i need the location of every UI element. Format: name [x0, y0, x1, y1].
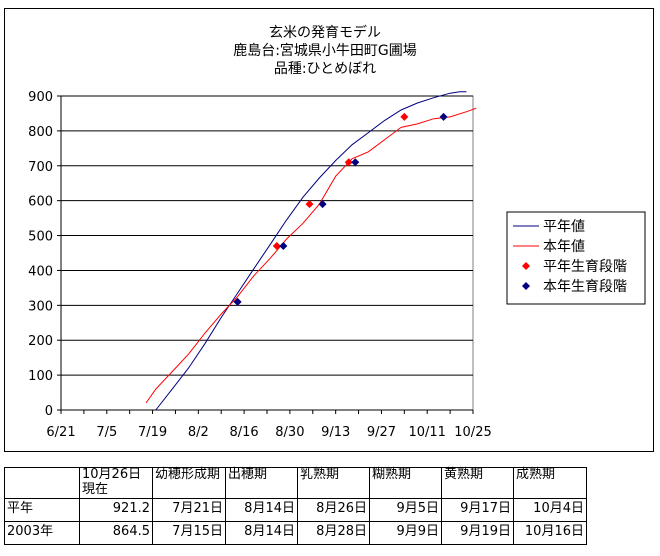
- stage-marker-3: [439, 112, 448, 121]
- stage-marker-3: [351, 158, 360, 167]
- stage-marker-2: [305, 200, 314, 209]
- chart-title-line-3: 品種:ひとめぼれ: [274, 61, 376, 77]
- table-row: 平年 921.2 7月21日 8月14日 8月26日 9月5日 9月17日 10…: [4, 497, 587, 522]
- y-tick-labels: 0 100 200 300 400 500 600 700 800 900: [28, 90, 53, 419]
- table-header-cell: 幼穂形成期: [152, 467, 226, 499]
- table-cell: 10月4日: [513, 497, 587, 522]
- axes: [57, 95, 474, 414]
- chart-title-line-1: 玄米の発育モデル: [269, 24, 381, 41]
- stage-marker-3: [318, 200, 327, 209]
- x-tick-label: 9/13: [321, 425, 350, 440]
- table-header-cell: 出穂期: [225, 467, 298, 499]
- y-tick-label: 100: [28, 369, 53, 384]
- stage-marker-2: [400, 112, 409, 121]
- series-line-0: [155, 91, 467, 411]
- legend-label: 平年値: [543, 219, 585, 235]
- grid-lines: [61, 95, 473, 376]
- stage-marker-3: [233, 297, 242, 306]
- y-tick-label: 500: [28, 230, 53, 245]
- table-cell: 平年: [4, 497, 80, 522]
- x-tick-label: 10/11: [408, 425, 445, 440]
- table-cell: 8月14日: [225, 520, 298, 545]
- table-cell: 8月26日: [297, 497, 370, 522]
- x-tick-label: 7/19: [138, 425, 167, 440]
- legend-label: 本年値: [543, 239, 585, 255]
- plot-area: [60, 95, 474, 411]
- table-cell: 10月16日: [513, 520, 587, 545]
- legend-label: 平年生育段階: [543, 259, 627, 275]
- legend-marker-swatch: [522, 262, 530, 270]
- x-tick-label: 8/2: [188, 425, 209, 440]
- table-cell: 7月21日: [152, 497, 226, 522]
- table-cell: 9月5日: [369, 497, 442, 522]
- x-tick-label: 8/30: [275, 425, 304, 440]
- legend-label: 本年生育段階: [543, 279, 627, 295]
- stage-markers: [233, 112, 448, 306]
- table-cell: 7月15日: [152, 520, 226, 545]
- legend-box: [506, 211, 646, 305]
- y-tick-label: 800: [28, 125, 53, 140]
- y-tick-label: 700: [28, 160, 53, 175]
- table-cell: 8月28日: [297, 520, 370, 545]
- table-cell: 921.2: [79, 497, 153, 522]
- table-header-cell: 成熟期: [513, 467, 587, 499]
- table-row: 2003年 864.5 7月15日 8月14日 8月28日 9月9日 9月19日…: [4, 520, 587, 545]
- table-header-cell: [4, 467, 80, 499]
- stage-marker-2: [272, 242, 281, 251]
- chart-title-line-2: 鹿島台:宮城県小牛田町G圃場: [233, 42, 417, 59]
- x-tick-labels: 6/21 7/5 7/19 8/2 8/16 8/30 9/13 9/27 10/11 10/25: [46, 425, 491, 440]
- growth-stage-table: 10月26日現在 幼穂形成期 出穂期 乳熟期 糊熟期 黄熟期 成熟期 平年 92…: [4, 467, 587, 545]
- chart-frame: 玄米の発育モデル 鹿島台:宮城県小牛田町G圃場 品種:ひとめぼれ 0 100 200…: [4, 8, 654, 452]
- table-cell: 9月19日: [441, 520, 514, 545]
- series-lines: [145, 91, 477, 411]
- table-header-cell: 10月26日現在: [79, 467, 153, 499]
- y-tick-label: 400: [28, 264, 53, 279]
- y-tick-label: 300: [28, 299, 53, 314]
- y-tick-label: 200: [28, 334, 53, 349]
- table-header-cell: 黄熟期: [441, 467, 514, 499]
- table-header-cell: 乳熟期: [297, 467, 370, 499]
- table-cell: 8月14日: [225, 497, 298, 522]
- y-tick-label: 0: [45, 404, 53, 419]
- table-cell: 9月17日: [441, 497, 514, 522]
- growth-chart: 玄米の発育モデル 鹿島台:宮城県小牛田町G圃場 品種:ひとめぼれ 0 100 200…: [28, 24, 646, 440]
- x-tick-label: 10/25: [454, 425, 491, 440]
- series-line-1: [145, 107, 477, 404]
- y-tick-label: 900: [28, 90, 53, 105]
- table-cell: 864.5: [79, 520, 153, 545]
- stage-marker-3: [279, 242, 288, 251]
- legend-marker-swatch: [522, 282, 530, 290]
- x-tick-label: 7/5: [96, 425, 117, 440]
- chart-title: 玄米の発育モデル 鹿島台:宮城県小牛田町G圃場 品種:ひとめぼれ: [233, 24, 417, 77]
- x-tick-label: 8/16: [230, 425, 259, 440]
- table-cell: 2003年: [4, 520, 80, 545]
- x-tick-label: 6/21: [46, 425, 75, 440]
- x-tick-label: 9/27: [367, 425, 396, 440]
- stage-marker-2: [344, 158, 353, 167]
- y-tick-label: 600: [28, 195, 53, 210]
- table-header-cell: 糊熟期: [369, 467, 442, 499]
- table-cell: 9月9日: [369, 520, 442, 545]
- table-header-row: 10月26日現在 幼穂形成期 出穂期 乳熟期 糊熟期 黄熟期 成熟期: [4, 467, 587, 499]
